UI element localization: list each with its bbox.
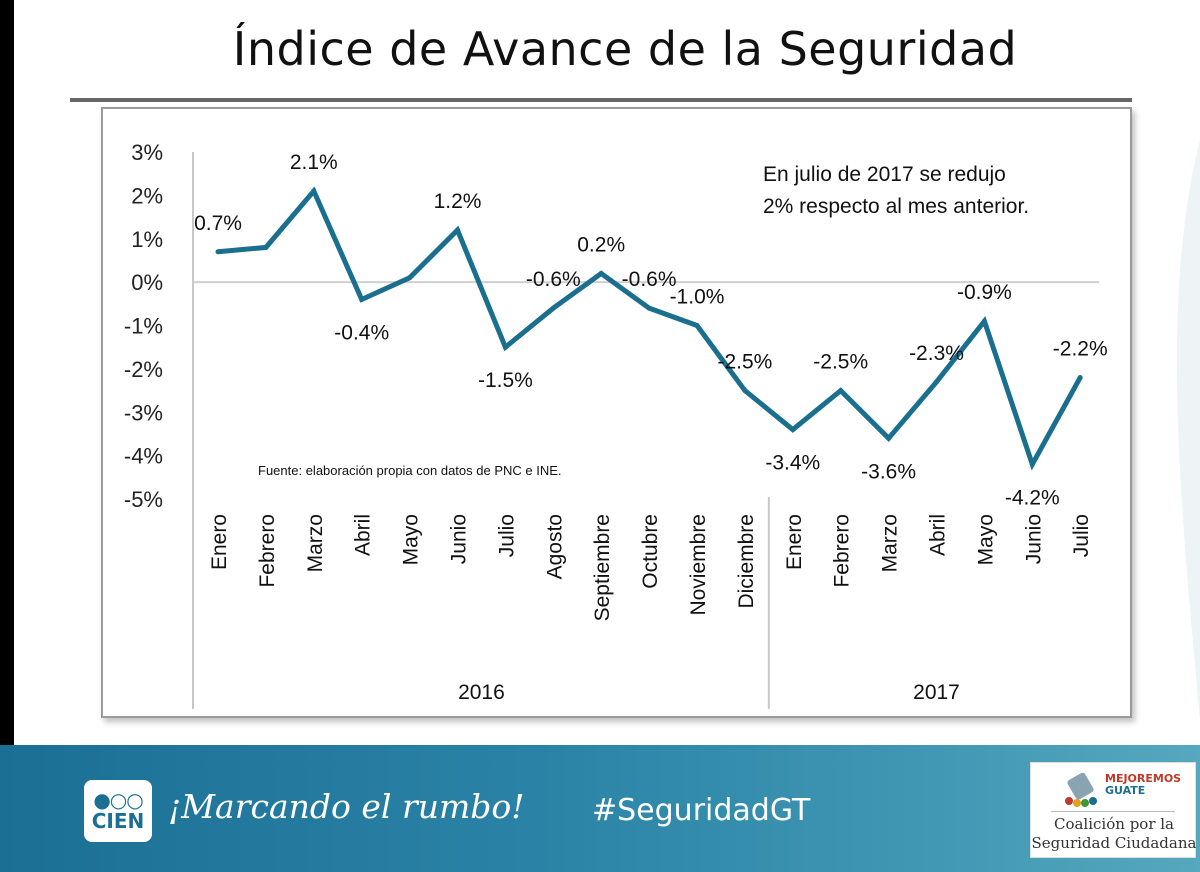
x-category-label: Agosto <box>543 514 566 579</box>
source-note: Fuente: elaboración propia con datos de … <box>258 463 562 478</box>
mejoremos-guate-brand: MEJOREMOS GUATE <box>1105 773 1181 797</box>
data-point <box>981 318 987 324</box>
y-tick-label: -3% <box>124 400 163 425</box>
data-label: -0.6% <box>526 268 581 291</box>
data-label: -0.4% <box>334 321 389 344</box>
brand-line-2: GUATE <box>1105 784 1146 797</box>
year-group-label: 2016 <box>458 681 505 704</box>
data-point <box>694 323 700 328</box>
x-category-label: Septiembre <box>591 514 614 621</box>
annotation-text: En julio de 2017 se redujo 2% respecto al… <box>763 163 1029 218</box>
annotation-line: En julio de 2017 se redujo <box>763 163 1006 186</box>
data-point <box>742 388 748 394</box>
x-category-label: Febrero <box>831 514 854 588</box>
y-tick-label: -4% <box>124 444 163 469</box>
x-category-label: Enero <box>783 514 806 570</box>
x-category-label: Octubre <box>639 514 662 589</box>
x-category-label: Febrero <box>256 514 279 588</box>
chart-frame: 3% 2% 1% 0% -1% -2% -3% -4% -5% 0.7% 2.1% -0.4% 1.2%… <box>101 107 1132 718</box>
y-tick-label: 0% <box>131 270 163 295</box>
x-category-label: Enero <box>208 514 231 570</box>
data-label: -2.2% <box>1053 338 1108 361</box>
data-label: -3.6% <box>861 460 916 483</box>
title-underline <box>70 98 1132 102</box>
x-category-label: Junio <box>448 514 471 564</box>
data-label: -2.5% <box>813 351 868 374</box>
data-point <box>838 388 844 394</box>
coalicion-line-2: Seguridad Ciudadana <box>1031 834 1197 852</box>
coalicion-divider <box>1051 811 1175 812</box>
x-category-label: Diciembre <box>735 514 758 609</box>
data-label: -4.2% <box>1005 486 1060 509</box>
y-tick-label: 2% <box>131 183 163 208</box>
data-label: 1.2% <box>434 190 482 213</box>
y-tick-label: 3% <box>131 140 163 165</box>
data-point <box>646 305 652 311</box>
data-point <box>215 249 221 255</box>
data-label: -2.3% <box>909 342 964 365</box>
cien-logo: ●○○ CIEN <box>84 780 152 842</box>
annotation-line: 2% respecto al mes anterior. <box>763 195 1029 218</box>
data-point <box>407 275 413 281</box>
background-swoosh <box>1176 140 1200 720</box>
data-label: 0.7% <box>194 212 242 235</box>
data-label: -1.0% <box>670 286 725 309</box>
data-point <box>934 379 939 385</box>
x-category-label: Junio <box>1022 514 1045 564</box>
y-tick-label: -1% <box>124 314 163 339</box>
data-label: -3.4% <box>765 452 820 475</box>
data-label: -0.6% <box>622 268 677 291</box>
data-point <box>1077 375 1083 381</box>
slogan: ¡Marcando el rumbo! <box>168 787 525 826</box>
x-category-label: Abril <box>927 514 950 556</box>
data-label: -2.5% <box>717 351 772 374</box>
hands-logo-icon <box>1065 772 1097 807</box>
y-tick-label: -2% <box>124 357 163 382</box>
data-point <box>311 188 317 194</box>
x-category-label: Mayo <box>400 514 423 565</box>
data-point <box>550 305 556 311</box>
data-point <box>1029 461 1035 467</box>
footer-band <box>0 745 1200 872</box>
data-point <box>598 270 604 276</box>
y-tick-label: 1% <box>131 227 163 252</box>
y-tick-label: -5% <box>124 487 163 512</box>
page-title: Índice de Avance de la Seguridad <box>232 22 1018 76</box>
line-chart: 3% 2% 1% 0% -1% -2% -3% -4% -5% 0.7% 2.1% -0.4% 1.2%… <box>124 140 1108 709</box>
cien-logo-dots: ●○○ <box>93 788 143 812</box>
coalicion-logo: MEJOREMOS GUATE Coalición por la Segurid… <box>1030 762 1196 858</box>
x-category-label: Marzo <box>304 514 327 572</box>
x-category-label: Abril <box>352 514 375 556</box>
cien-logo-word: CIEN <box>91 809 145 833</box>
data-label: 2.1% <box>290 151 338 174</box>
data-point <box>790 427 796 433</box>
left-edge-bar <box>0 0 14 872</box>
data-point <box>886 435 892 441</box>
data-label: 0.2% <box>577 233 625 256</box>
coalicion-line-1: Coalición por la <box>1053 815 1174 833</box>
data-label: -0.9% <box>957 281 1012 304</box>
data-point <box>502 344 508 350</box>
year-group-label: 2017 <box>913 681 960 704</box>
coalicion-text: Coalición por la Seguridad Ciudadana <box>1031 815 1197 853</box>
x-category-label: Julio <box>495 514 518 557</box>
x-category-label: Julio <box>1070 514 1093 557</box>
hashtag: #SeguridadGT <box>592 793 811 828</box>
data-point <box>359 296 365 302</box>
data-label: -1.5% <box>478 369 533 392</box>
data-point <box>263 244 269 250</box>
x-category-label: Noviembre <box>687 514 710 616</box>
brand-line-1: MEJOREMOS <box>1105 772 1182 785</box>
x-category-label: Mayo <box>974 514 997 565</box>
x-category-label: Marzo <box>879 514 902 572</box>
data-point <box>455 227 460 233</box>
